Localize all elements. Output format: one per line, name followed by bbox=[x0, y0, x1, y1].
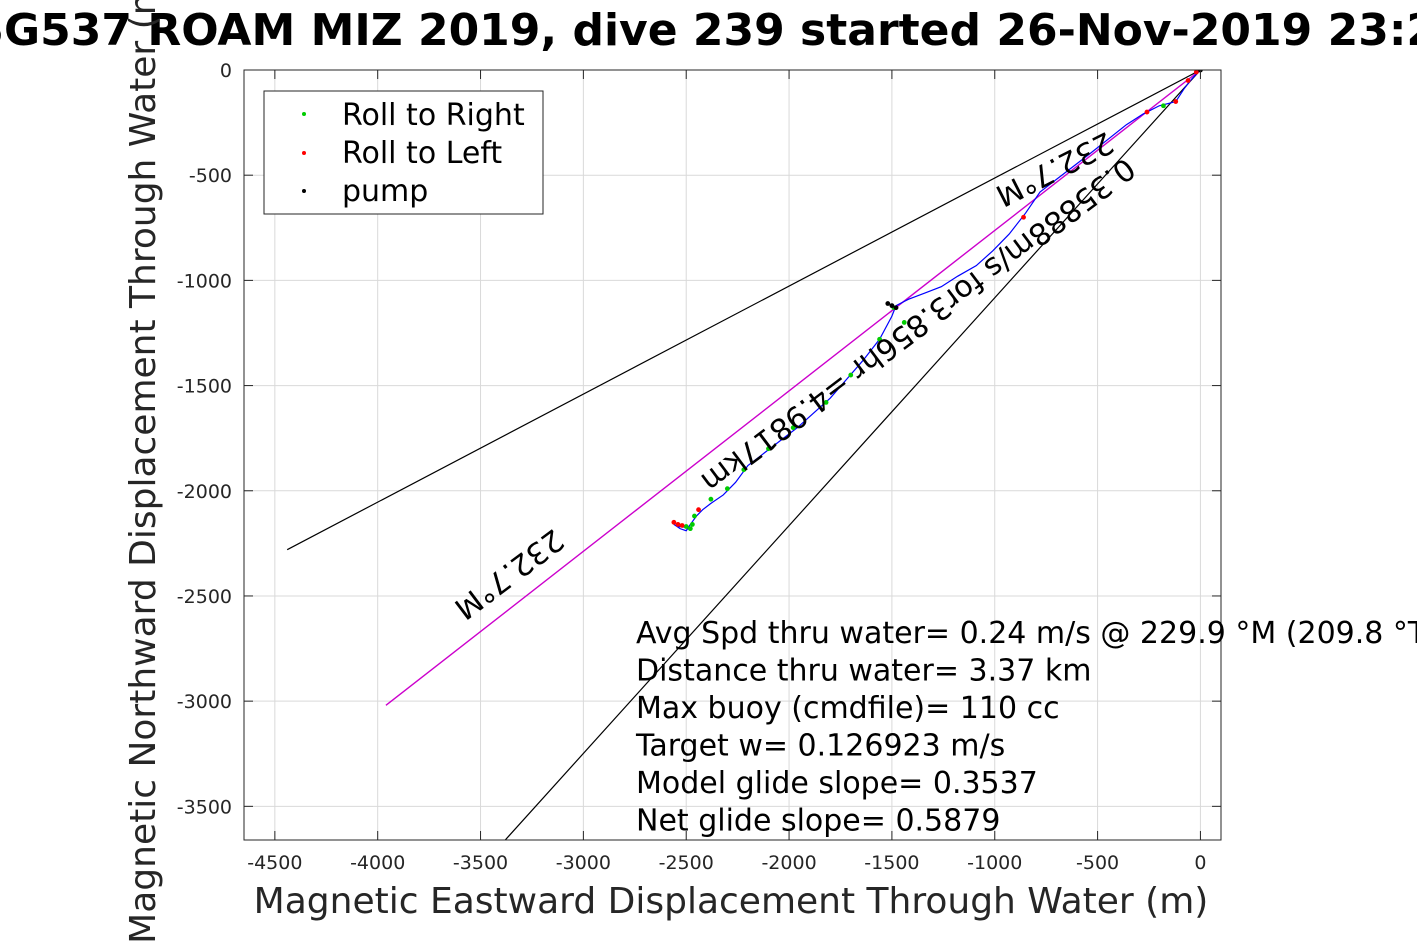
roll-right-point bbox=[724, 486, 730, 492]
roll-left-point bbox=[671, 519, 677, 525]
roll-left-point bbox=[1173, 99, 1179, 104]
roll-right-point bbox=[741, 467, 747, 473]
roll-right-point bbox=[1161, 103, 1166, 109]
x-tick-label: -3000 bbox=[556, 852, 611, 874]
roll-right-point bbox=[790, 425, 796, 431]
envelope-upper-line bbox=[286, 70, 1201, 551]
pump-point bbox=[885, 301, 891, 306]
legend-label-roll-left: Roll to Left bbox=[342, 136, 502, 171]
roll-right-point bbox=[901, 320, 907, 325]
y-tick-label: -1500 bbox=[177, 376, 232, 398]
legend-box bbox=[263, 90, 544, 215]
y-tick-label: -2500 bbox=[177, 586, 232, 608]
stats-line: Distance thru water= 3.37 km bbox=[636, 654, 1091, 689]
stats-line: Net glide slope= 0.5879 bbox=[636, 804, 1000, 839]
roll-right-point bbox=[708, 496, 714, 502]
stats-line: Target w= 0.126923 m/s bbox=[635, 729, 1005, 764]
x-tick-label: -2500 bbox=[659, 852, 714, 874]
roll-right-point bbox=[692, 513, 697, 519]
x-tick-label: -3500 bbox=[453, 852, 508, 874]
roll-right-point bbox=[823, 400, 829, 405]
y-tick-label: -2000 bbox=[177, 481, 232, 503]
roll-left-point bbox=[1021, 214, 1026, 220]
y-tick-label: -3000 bbox=[177, 691, 232, 713]
roll-right-point bbox=[877, 336, 882, 342]
y-tick-label: -1000 bbox=[177, 270, 232, 292]
x-axis-label: Magnetic Eastward Displacement Through W… bbox=[254, 881, 1209, 922]
plot-area-frame bbox=[243, 69, 1222, 841]
x-tick-label: -1000 bbox=[967, 852, 1022, 874]
x-tick-label: 0 bbox=[1194, 852, 1206, 874]
roll-right-point bbox=[683, 524, 689, 529]
roll-left-point bbox=[1144, 109, 1150, 115]
x-tick-label: -4000 bbox=[350, 852, 405, 874]
legend: Roll to Right Roll to Left pump bbox=[263, 90, 544, 215]
track-line bbox=[673, 70, 1201, 532]
envelope-lower-line bbox=[504, 70, 1201, 840]
stats-line: Avg Spd thru water= 0.24 m/s @ 229.9 °M … bbox=[636, 616, 1417, 651]
roll-left-point bbox=[675, 522, 681, 527]
y-tick-label: 0 bbox=[220, 60, 232, 82]
x-tick-label: -4500 bbox=[247, 852, 302, 874]
roll-right-point bbox=[687, 526, 693, 532]
stats-line: Max buoy (cmdfile)= 110 cc bbox=[636, 691, 1060, 726]
legend-label-pump: pump bbox=[342, 174, 428, 209]
stats-annotations: Avg Spd thru water= 0.24 m/s @ 229.9 °M … bbox=[635, 616, 1417, 839]
heading-line bbox=[385, 70, 1201, 706]
legend-marker-roll-right bbox=[302, 112, 306, 116]
series-layer bbox=[286, 70, 1203, 840]
legend-label-roll-right: Roll to Right bbox=[342, 98, 525, 133]
x-axis: -4500 -4000 -3500 -3000 -2500 -2000 -1500 -1000… bbox=[247, 70, 1206, 874]
roll-left-point bbox=[1193, 70, 1199, 75]
y-tick-label: -3500 bbox=[177, 796, 232, 818]
roll-right-point bbox=[766, 446, 771, 452]
legend-marker-roll-left bbox=[302, 151, 306, 155]
legend-marker-pump bbox=[302, 189, 306, 193]
roll-right-point bbox=[848, 372, 854, 378]
y-tick-label: -500 bbox=[189, 165, 232, 187]
pump-point bbox=[893, 305, 899, 311]
x-tick-label: -500 bbox=[1076, 852, 1119, 874]
y-axis-label: Magnetic Northward Displacement Through … bbox=[123, 0, 164, 944]
roll-right-point bbox=[689, 522, 695, 527]
roll-left-point bbox=[1185, 78, 1191, 83]
x-tick-label: -2000 bbox=[761, 852, 816, 874]
chart-title: SG537 ROAM MIZ 2019, dive 239 started 26… bbox=[0, 5, 1417, 56]
x-tick-label: -1500 bbox=[864, 852, 919, 874]
y-axis: 0 -500 -1000 -1500 -2000 -2500 -3000 -3500 bbox=[177, 60, 1221, 818]
pump-point bbox=[889, 303, 895, 309]
roll-left-point bbox=[696, 507, 701, 513]
stats-line: Model glide slope= 0.3537 bbox=[636, 766, 1038, 801]
roll-left-point bbox=[679, 523, 685, 528]
